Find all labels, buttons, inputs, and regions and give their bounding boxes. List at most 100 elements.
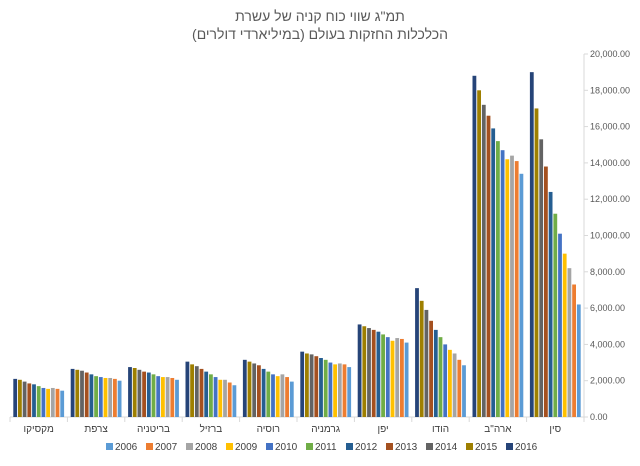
x-tick-label: יפן	[378, 424, 389, 435]
bar	[142, 371, 146, 418]
bar	[50, 387, 55, 417]
bar	[156, 376, 161, 417]
legend-swatch	[386, 443, 393, 450]
bar	[514, 161, 519, 417]
bar	[165, 377, 170, 417]
legend-swatch	[306, 443, 313, 450]
y-tick-label: 2,000.00	[590, 376, 625, 386]
bar	[323, 359, 328, 417]
bar	[161, 377, 165, 417]
bar	[400, 338, 404, 417]
bar	[146, 372, 151, 417]
bar	[227, 382, 232, 417]
y-tick-label: 16,000.00	[590, 122, 630, 132]
y-tick-label: 10,000.00	[590, 231, 630, 241]
bar	[137, 369, 142, 417]
bar	[113, 378, 117, 417]
bar	[472, 75, 477, 417]
bar	[443, 344, 448, 417]
legend-swatch	[226, 443, 233, 450]
bar	[242, 359, 247, 417]
bar	[261, 368, 266, 417]
bar	[55, 388, 60, 417]
bar	[376, 331, 381, 417]
bar	[32, 384, 36, 417]
bar	[505, 159, 510, 417]
bar	[98, 377, 103, 417]
bar	[36, 386, 41, 417]
bar	[419, 300, 424, 417]
bar	[300, 351, 305, 417]
bar	[333, 364, 337, 417]
bar	[558, 233, 562, 417]
legend-entry: 2015	[475, 442, 498, 453]
legend-entry: 2006	[115, 442, 138, 453]
bar	[347, 367, 352, 417]
bar	[539, 139, 544, 417]
bar	[433, 329, 438, 417]
bar	[562, 253, 567, 417]
x-tick-label: סין	[549, 424, 561, 435]
chart-title: תמ"ג שווי כוח קניה של עשרת	[235, 8, 405, 24]
bar	[252, 363, 257, 417]
x-tick-label: בריטניה	[137, 424, 170, 435]
bar	[385, 337, 390, 417]
bar	[438, 337, 443, 417]
bar	[75, 369, 80, 417]
bar	[285, 377, 289, 417]
bar	[534, 108, 539, 417]
y-tick-label: 6,000.00	[590, 303, 625, 313]
bar	[46, 388, 50, 417]
bar	[429, 320, 433, 417]
bar	[266, 371, 271, 418]
bar	[247, 361, 252, 417]
legend-entry: 2011	[315, 442, 337, 453]
bar	[18, 379, 22, 417]
bar	[567, 268, 572, 417]
legend-entry: 2008	[195, 442, 218, 453]
bar	[367, 328, 371, 417]
bar	[319, 358, 323, 417]
bar	[223, 379, 227, 417]
bar	[448, 349, 452, 417]
bar	[190, 364, 194, 417]
bar	[457, 359, 462, 417]
y-tick-label: 14,000.00	[590, 158, 630, 168]
bar	[415, 288, 419, 417]
legend-swatch	[186, 443, 193, 450]
legend-swatch	[146, 443, 153, 450]
bar	[41, 387, 46, 417]
y-tick-label: 12,000.00	[590, 194, 630, 204]
y-tick-label: 0.00	[590, 412, 608, 422]
bar	[13, 378, 18, 417]
bar	[70, 368, 75, 417]
bar	[362, 326, 367, 417]
bar	[108, 377, 113, 417]
legend-entry: 2014	[435, 442, 458, 453]
bar	[232, 385, 237, 417]
bar	[289, 381, 294, 417]
bar	[510, 155, 514, 417]
bar	[80, 370, 84, 417]
bar	[204, 371, 209, 418]
bar	[151, 374, 156, 417]
bar	[89, 374, 94, 417]
legend-swatch	[346, 443, 353, 450]
bar	[60, 390, 65, 417]
y-tick-label: 8,000.00	[590, 267, 625, 277]
bar	[576, 304, 581, 417]
bar	[194, 366, 199, 417]
y-tick-label: 18,000.00	[590, 85, 630, 95]
bar	[257, 365, 261, 417]
bar	[309, 354, 314, 417]
bar	[477, 90, 481, 418]
y-tick-label: 20,000.00	[590, 49, 630, 59]
bar	[544, 166, 548, 417]
x-tick-label: ארה"ב	[484, 424, 512, 435]
bar	[390, 340, 395, 417]
bar	[280, 374, 285, 417]
legend-swatch	[106, 443, 113, 450]
bar	[337, 363, 342, 417]
